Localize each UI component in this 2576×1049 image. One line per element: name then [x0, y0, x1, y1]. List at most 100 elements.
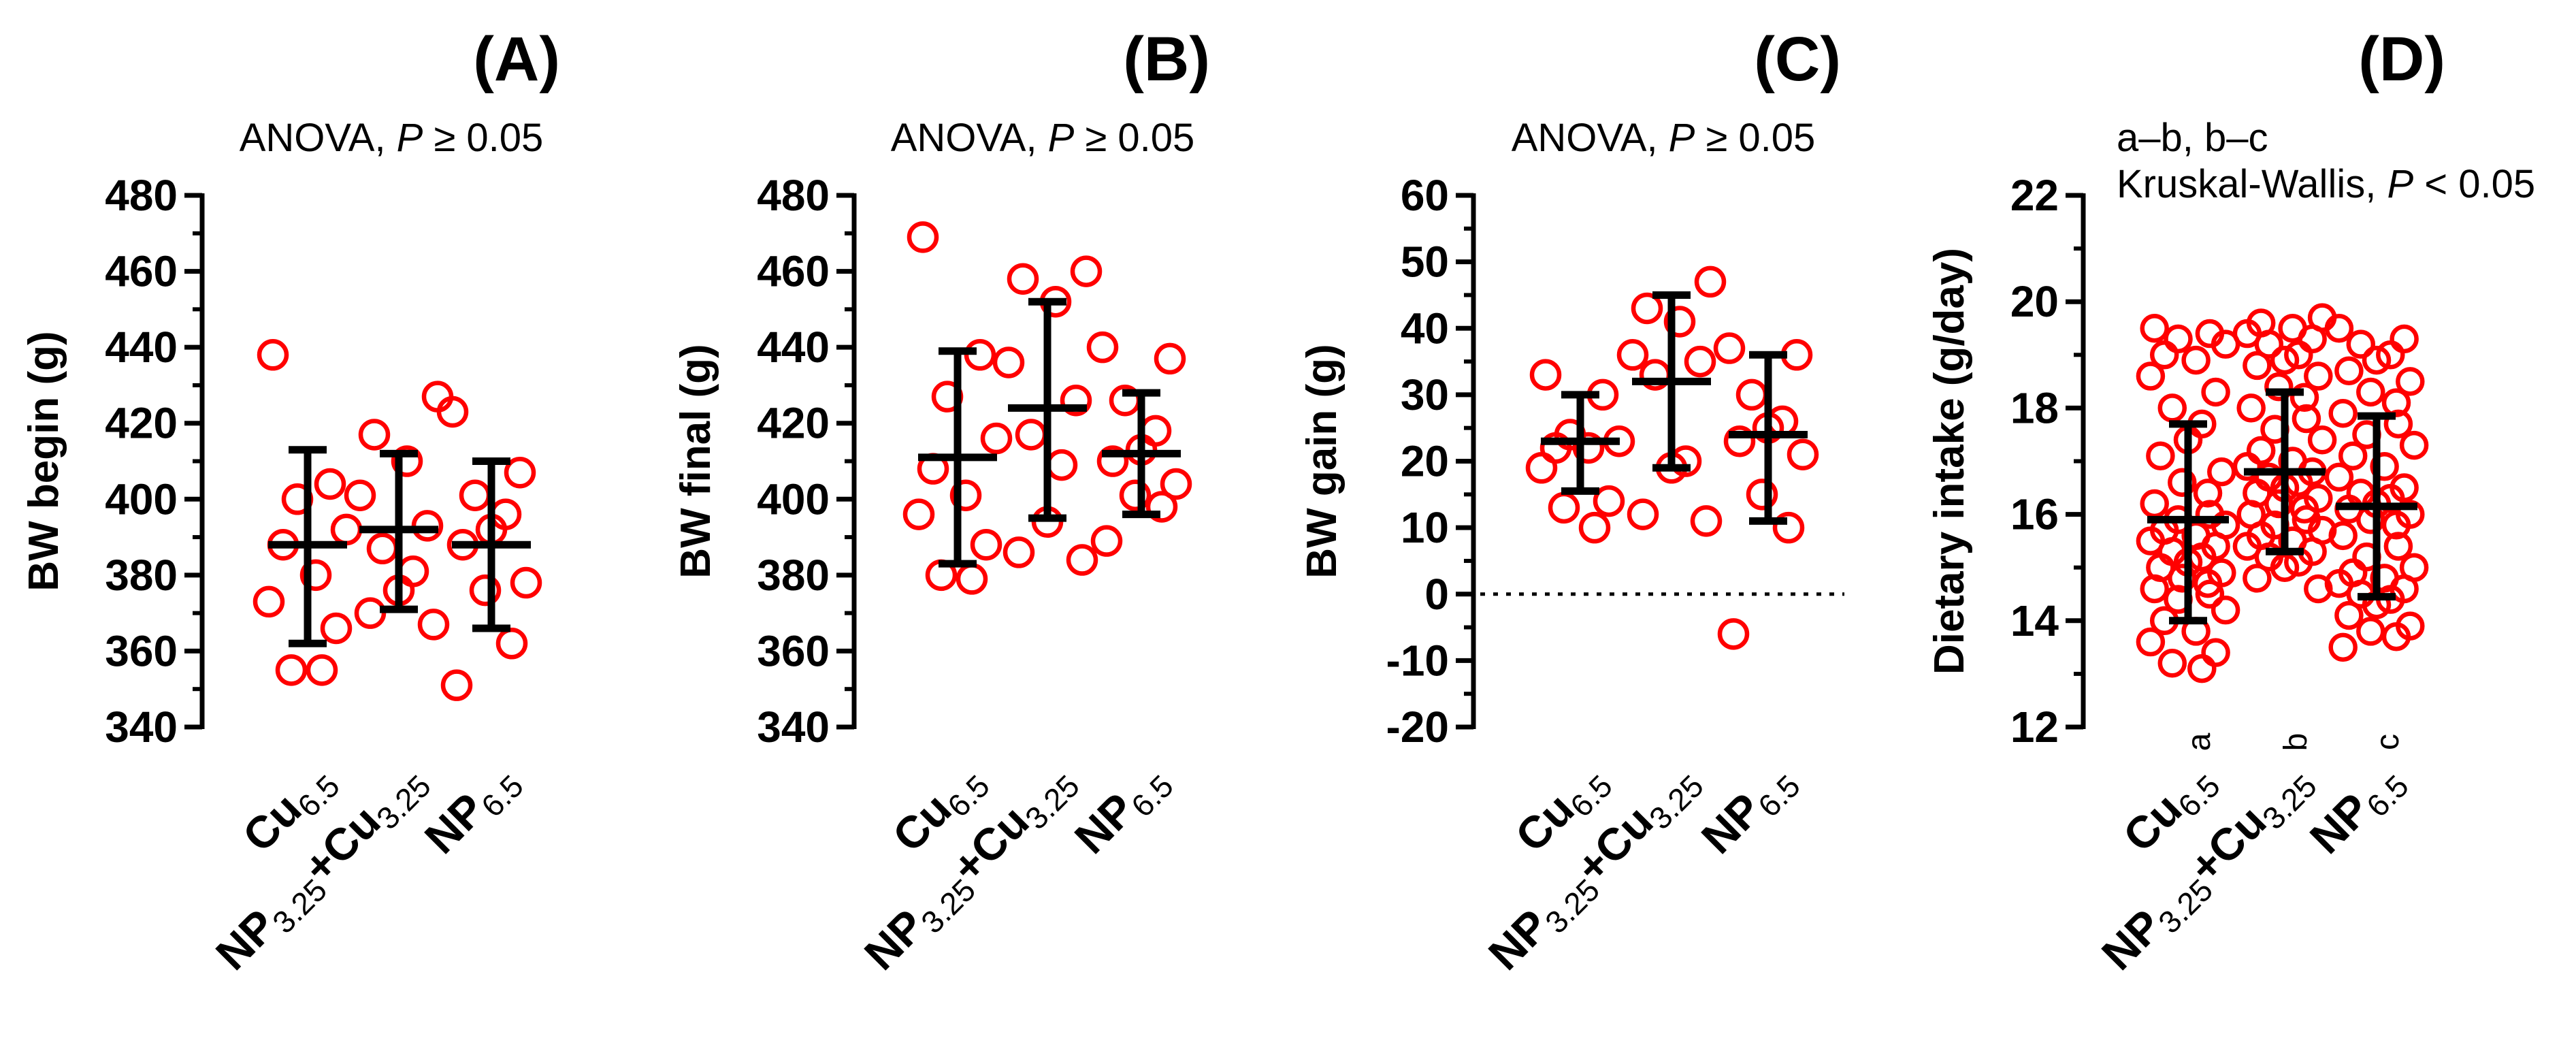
data-point — [2328, 521, 2358, 551]
data-point — [2362, 345, 2392, 375]
data-point — [1525, 452, 1558, 484]
stat-annotation: ANOVA, P ≥ 0.05 — [1512, 116, 1816, 160]
series-NP3.25+Cu3.25 — [2232, 303, 2337, 604]
y-tick-label: 420 — [105, 399, 178, 448]
data-point — [275, 654, 308, 686]
data-point — [2201, 377, 2230, 407]
y-tick-label: 460 — [105, 247, 178, 296]
data-point — [2187, 653, 2217, 683]
data-point — [344, 479, 376, 511]
data-point — [1578, 511, 1611, 544]
data-point — [1119, 479, 1152, 511]
data-point — [2328, 398, 2358, 428]
data-point — [1663, 306, 1696, 338]
data-point — [1572, 432, 1605, 464]
significance-letter: c — [2370, 734, 2406, 750]
data-point — [1090, 525, 1123, 557]
data-point — [1723, 425, 1756, 457]
data-point — [2383, 532, 2413, 561]
data-point — [2243, 351, 2272, 381]
series-Cu6.5 — [2136, 314, 2240, 683]
data-point — [2356, 617, 2385, 646]
data-point — [2201, 638, 2230, 667]
data-point — [417, 609, 450, 641]
data-point — [354, 597, 387, 629]
category-label: NP6.5 — [2300, 753, 2415, 868]
data-point — [980, 422, 1013, 455]
data-point — [314, 468, 346, 500]
data-point — [1060, 384, 1092, 417]
data-point — [2140, 574, 2169, 604]
series-Cu6.5 — [902, 221, 1013, 595]
data-point — [1593, 485, 1625, 517]
data-point — [2157, 393, 2187, 423]
data-point — [1717, 618, 1750, 650]
data-point — [992, 346, 1025, 378]
data-point — [2304, 361, 2333, 391]
y-tick-label: 20 — [1401, 437, 1449, 486]
y-tick-label: 16 — [2010, 490, 2059, 539]
y-tick-label: 30 — [1401, 370, 1449, 419]
data-point — [366, 532, 399, 565]
data-point — [970, 528, 1002, 561]
data-point — [2211, 595, 2240, 625]
data-point — [1787, 438, 1819, 470]
data-point — [2149, 340, 2179, 370]
y-tick-label: 440 — [757, 323, 830, 372]
data-point — [2284, 340, 2313, 370]
data-point — [1631, 292, 1663, 325]
panel-label: (C) — [1754, 25, 1841, 94]
data-point — [949, 479, 982, 511]
data-point — [2324, 314, 2354, 343]
data-point — [2292, 404, 2321, 434]
data-point — [2243, 564, 2272, 593]
data-point — [2181, 345, 2211, 375]
data-point — [1066, 544, 1098, 576]
data-point — [2307, 425, 2337, 455]
data-point — [2334, 600, 2364, 630]
data-point — [2264, 372, 2294, 402]
panel-label: (A) — [473, 25, 560, 94]
data-point — [1548, 491, 1580, 524]
data-point — [2146, 441, 2175, 470]
data-point — [1772, 511, 1805, 544]
data-point — [510, 566, 542, 599]
data-point — [1139, 415, 1172, 447]
significance-letter: a — [2181, 732, 2217, 751]
y-axis-label: BW gain (g) — [1299, 344, 1346, 578]
data-point — [495, 628, 528, 660]
data-point — [2381, 510, 2411, 540]
stat-annotation: Kruskal-Wallis, P < 0.05 — [2117, 162, 2535, 206]
data-point — [1713, 332, 1746, 364]
data-point — [1002, 536, 1035, 568]
series-NP3.25+Cu3.25 — [1616, 265, 1727, 537]
data-point — [358, 419, 391, 451]
y-tick-label: 420 — [757, 399, 830, 448]
y-tick-label: 480 — [105, 171, 178, 220]
data-point — [504, 456, 536, 489]
data-point — [411, 510, 444, 542]
data-point — [964, 339, 996, 371]
y-axis-label: BW begin (g) — [20, 331, 67, 591]
data-point — [1529, 359, 1562, 391]
data-point — [320, 612, 353, 645]
panel-1: (B) ANOVA, P ≥ 0.05 340 360 380 400 420 440 460 4… — [672, 25, 1210, 980]
y-tick-label: 20 — [2010, 277, 2059, 326]
series-Cu6.5 — [252, 339, 363, 686]
y-tick-label: 380 — [105, 551, 178, 600]
data-point — [2195, 579, 2225, 609]
y-tick-label: 400 — [757, 474, 830, 523]
data-point — [2168, 468, 2197, 497]
data-point — [1627, 498, 1659, 530]
data-point — [391, 445, 423, 477]
category-label: NP6.5 — [1065, 753, 1180, 868]
category-label: NP6.5 — [415, 753, 530, 868]
data-point — [459, 479, 491, 511]
stat-annotation: ANOVA, P ≥ 0.05 — [891, 116, 1195, 160]
panel-label: (D) — [2358, 25, 2445, 94]
y-tick-label: 400 — [105, 474, 178, 523]
y-tick-label: 50 — [1401, 238, 1449, 287]
data-point — [2193, 568, 2223, 598]
data-point — [2346, 329, 2376, 359]
data-point — [252, 585, 285, 618]
